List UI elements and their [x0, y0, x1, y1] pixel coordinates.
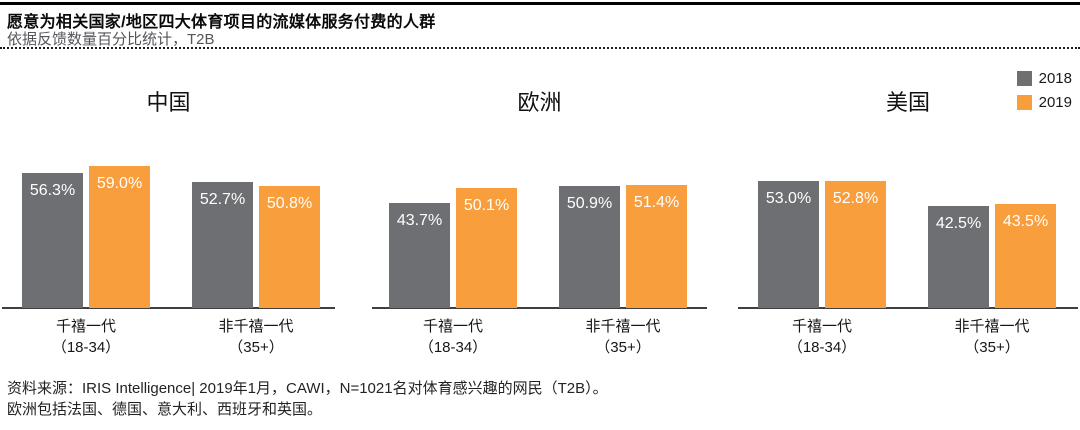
category-label-line1: 千禧一代 — [422, 318, 483, 335]
category-label-line2: （35+） — [228, 339, 284, 356]
legend-label-2018: 2018 — [1038, 70, 1072, 87]
bar-value-label: 56.3% — [29, 182, 76, 199]
group-title-china: 中国 — [146, 90, 191, 115]
legend-label-2019: 2019 — [1038, 94, 1072, 111]
category-label-usa-millennials: 千禧一代 （18-34） — [737, 316, 907, 358]
category-label-line1: 非千禧一代 — [585, 318, 661, 335]
bar-value-label: 43.7% — [396, 212, 443, 229]
category-label-line1: 非千禧一代 — [954, 318, 1030, 335]
page-title: 愿意为相关国家/地区四大体育项目的流媒体服务付费的人群 — [7, 14, 436, 31]
legend: 2018 2019 — [1016, 70, 1072, 118]
category-label-line1: 千禧一代 — [791, 318, 852, 335]
bar-value-label: 50.9% — [566, 195, 613, 212]
legend-item-2019: 2019 — [1016, 94, 1072, 111]
source-line-2: 欧洲包括法国、德国、意大利、西班牙和英国。 — [7, 401, 323, 418]
source-line-1: 资料来源：IRIS Intelligence| 2019年1月，CAWI，N=1… — [7, 380, 608, 397]
bar-europe-non-millennials-2019: 51.4% — [626, 185, 687, 308]
bar-europe-non-millennials-2018: 50.9% — [559, 186, 620, 308]
category-label-china-non-millennials: 非千禧一代 （35+） — [171, 316, 341, 358]
bar-value-label: 43.5% — [1002, 213, 1049, 230]
top-divider — [0, 2, 1080, 5]
group-title-usa: 美国 — [885, 90, 930, 115]
bar-value-label: 50.1% — [463, 197, 510, 214]
bar-usa-millennials-2018: 53.0% — [758, 181, 819, 308]
category-label-line2: （18-34） — [51, 339, 121, 356]
bar-value-label: 50.8% — [266, 195, 313, 212]
x-axis-china — [2, 307, 335, 309]
category-label-europe-non-millennials: 非千禧一代 （35+） — [538, 316, 708, 358]
bar-china-millennials-2018: 56.3% — [22, 173, 83, 308]
category-label-europe-millennials: 千禧一代 （18-34） — [368, 316, 538, 358]
category-label-line2: （35+） — [595, 339, 651, 356]
bar-usa-non-millennials-2018: 42.5% — [928, 206, 989, 308]
category-label-line1: 非千禧一代 — [218, 318, 294, 335]
legend-item-2018: 2018 — [1016, 70, 1072, 87]
group-title-europe: 欧洲 — [517, 90, 562, 115]
x-axis-usa — [738, 307, 1078, 309]
bar-value-label: 59.0% — [96, 175, 143, 192]
x-axis-europe — [372, 307, 707, 309]
bar-value-label: 42.5% — [935, 215, 982, 232]
legend-swatch-2018 — [1016, 71, 1032, 86]
source-note: 资料来源：IRIS Intelligence| 2019年1月，CAWI，N=1… — [7, 378, 608, 420]
bar-value-label: 52.8% — [832, 190, 879, 207]
page-subtitle: 依据反馈数量百分比统计，T2B — [7, 31, 215, 48]
bar-china-millennials-2019: 59.0% — [89, 166, 150, 308]
category-label-line2: （35+） — [964, 339, 1020, 356]
category-label-usa-non-millennials: 非千禧一代 （35+） — [907, 316, 1077, 358]
bar-europe-millennials-2018: 43.7% — [389, 203, 450, 308]
category-label-line2: （18-34） — [787, 339, 857, 356]
dotted-divider — [0, 47, 1080, 49]
bar-china-non-millennials-2018: 52.7% — [192, 182, 253, 308]
bar-europe-millennials-2019: 50.1% — [456, 188, 517, 308]
bar-value-label: 52.7% — [199, 191, 246, 208]
bar-usa-non-millennials-2019: 43.5% — [995, 204, 1056, 308]
category-label-line1: 千禧一代 — [55, 318, 116, 335]
bar-value-label: 53.0% — [765, 190, 812, 207]
bar-value-label: 51.4% — [633, 194, 680, 211]
category-label-china-millennials: 千禧一代 （18-34） — [1, 316, 171, 358]
category-label-line2: （18-34） — [418, 339, 488, 356]
bar-usa-millennials-2019: 52.8% — [825, 181, 886, 308]
legend-swatch-2019 — [1016, 95, 1032, 110]
bar-china-non-millennials-2019: 50.8% — [259, 186, 320, 308]
